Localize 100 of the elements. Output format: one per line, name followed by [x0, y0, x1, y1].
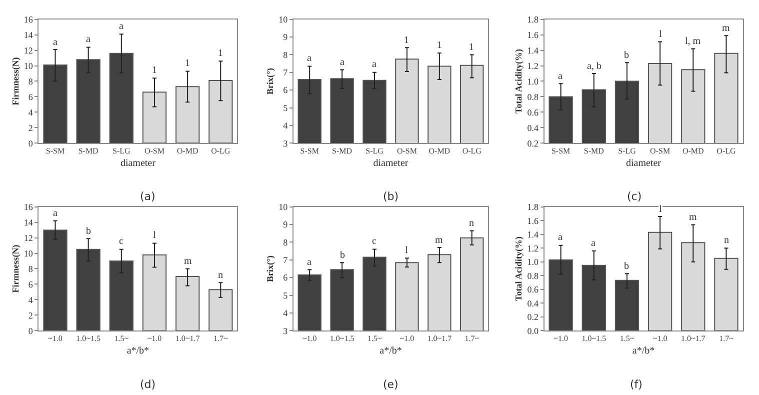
annotation: l, m	[685, 36, 701, 47]
annotation: a	[340, 57, 345, 68]
x-axis-title: diameter	[120, 158, 156, 170]
x-axis-title: a*/b*	[632, 346, 655, 357]
annotation: m	[722, 23, 730, 34]
y-tick-label: 0.6	[527, 107, 539, 118]
annotation: n	[724, 235, 729, 246]
x-tick-label: O-MD	[176, 146, 198, 156]
y-tick-label: 9	[283, 32, 288, 42]
y-tick-label: 8	[283, 237, 288, 248]
y-tick-label: 3	[283, 138, 288, 148]
y-tick-label: 8	[28, 76, 34, 86]
x-tick-label: S-SM	[46, 146, 65, 156]
x-tick-label: O-MD	[682, 146, 704, 156]
x-tick-label: S-LG	[366, 146, 384, 156]
y-tick-label: 1.2	[527, 243, 538, 254]
y-tick-label: 5	[283, 102, 288, 113]
annotation: a	[591, 238, 596, 249]
y-axis-title: Total Acidity(%)	[514, 236, 524, 301]
x-tick-label: ~1.0	[302, 334, 317, 344]
x-tick-label: 1.0~1.5	[76, 334, 100, 344]
annotation: b	[340, 250, 345, 261]
x-tick-label: O-SM	[650, 146, 670, 156]
annotation: l	[153, 230, 156, 241]
y-tick-label: 2	[28, 122, 33, 133]
annotation: b	[86, 226, 91, 237]
x-tick-label: 1.7~	[213, 334, 228, 344]
annotation: l	[659, 29, 662, 40]
y-tick-label: 1.6	[527, 216, 539, 226]
y-tick-label: 0	[28, 326, 34, 336]
x-tick-label: S-LG	[618, 146, 636, 156]
text: (c)	[627, 190, 642, 203]
x-tick-label: ~1.0	[652, 334, 668, 344]
y-tick-label: 0.4	[527, 122, 539, 133]
x-tick-label: S-SM	[551, 146, 570, 156]
annotation: 1	[404, 35, 409, 46]
y-tick-label: 10	[24, 248, 34, 258]
y-tick-label: 10	[24, 60, 34, 71]
y-tick-label: 3	[283, 326, 288, 336]
y-tick-label: 6	[28, 279, 34, 290]
y-tick-label: 4	[283, 120, 288, 131]
y-tick-label: 1.8	[527, 14, 539, 25]
annotation: a	[119, 21, 124, 32]
annotation: a	[307, 53, 312, 64]
y-tick-label: 2	[28, 310, 33, 320]
y-tick-label: 8	[28, 264, 34, 274]
y-axis-title: Brix(°)	[264, 68, 275, 95]
y-tick-label: 7	[283, 68, 288, 78]
y-tick-label: 0.8	[527, 92, 539, 102]
y-tick-label: 12	[24, 45, 33, 56]
annotation: n	[469, 218, 474, 229]
annotation: b	[624, 50, 629, 61]
y-tick-label: 8	[283, 50, 288, 60]
y-tick-label: 9	[283, 220, 288, 230]
annotation: a	[558, 232, 563, 243]
x-tick-label: ~1.0	[147, 334, 162, 344]
x-tick-label: S-MD	[332, 146, 352, 156]
y-tick-label: 4	[283, 308, 288, 318]
annotation: c	[372, 236, 377, 247]
x-tick-label: ~1.0	[48, 334, 62, 344]
y-tick-label: 16	[24, 14, 34, 25]
y-tick-label: 14	[24, 30, 34, 40]
x-axis-title: a*/b*	[380, 346, 402, 357]
y-tick-label: 10	[278, 14, 288, 25]
x-tick-label: O-SM	[144, 146, 164, 156]
y-tick-label: 6	[283, 85, 288, 96]
y-tick-label: 7	[283, 255, 288, 266]
annotation: 1	[469, 42, 474, 53]
x-tick-label: O-SM	[396, 146, 417, 156]
x-tick-label: 1.7~	[464, 334, 480, 344]
annotation: l	[405, 245, 408, 256]
y-tick-label: 4	[28, 294, 34, 305]
y-tick-label: 16	[24, 202, 34, 212]
y-tick-label: 1.0	[527, 76, 539, 86]
y-axis-title: Firmness(N)	[10, 57, 20, 106]
x-tick-label: 1.0~1.5	[582, 334, 606, 344]
annotation: c	[119, 236, 124, 247]
y-tick-label: 0.2	[527, 138, 538, 148]
x-tick-label: O-LG	[716, 146, 736, 156]
y-tick-label: 6	[28, 92, 34, 102]
annotation: m	[184, 256, 192, 267]
x-tick-label: 1.7~	[719, 334, 734, 344]
y-tick-label: 0.8	[527, 270, 539, 281]
text: (e)	[383, 378, 398, 391]
annotation: b	[624, 261, 629, 272]
y-tick-label: 0	[28, 138, 34, 148]
annotation: a	[53, 37, 58, 48]
annotation: 1	[185, 58, 190, 69]
annotation: a	[558, 71, 563, 82]
annotation: a	[372, 59, 377, 70]
y-tick-label: 10	[278, 202, 288, 212]
x-tick-label: S-MD	[78, 146, 99, 156]
x-tick-label: 1.0~1.7	[427, 334, 452, 344]
y-tick-label: 1.0	[527, 257, 539, 268]
y-tick-label: 4	[28, 107, 34, 118]
y-tick-label: 0.6	[527, 284, 539, 295]
y-tick-label: 1.6	[527, 30, 539, 40]
annotation: m	[435, 235, 443, 246]
x-axis-title: diameter	[373, 158, 409, 170]
x-tick-label: S-MD	[584, 146, 604, 156]
